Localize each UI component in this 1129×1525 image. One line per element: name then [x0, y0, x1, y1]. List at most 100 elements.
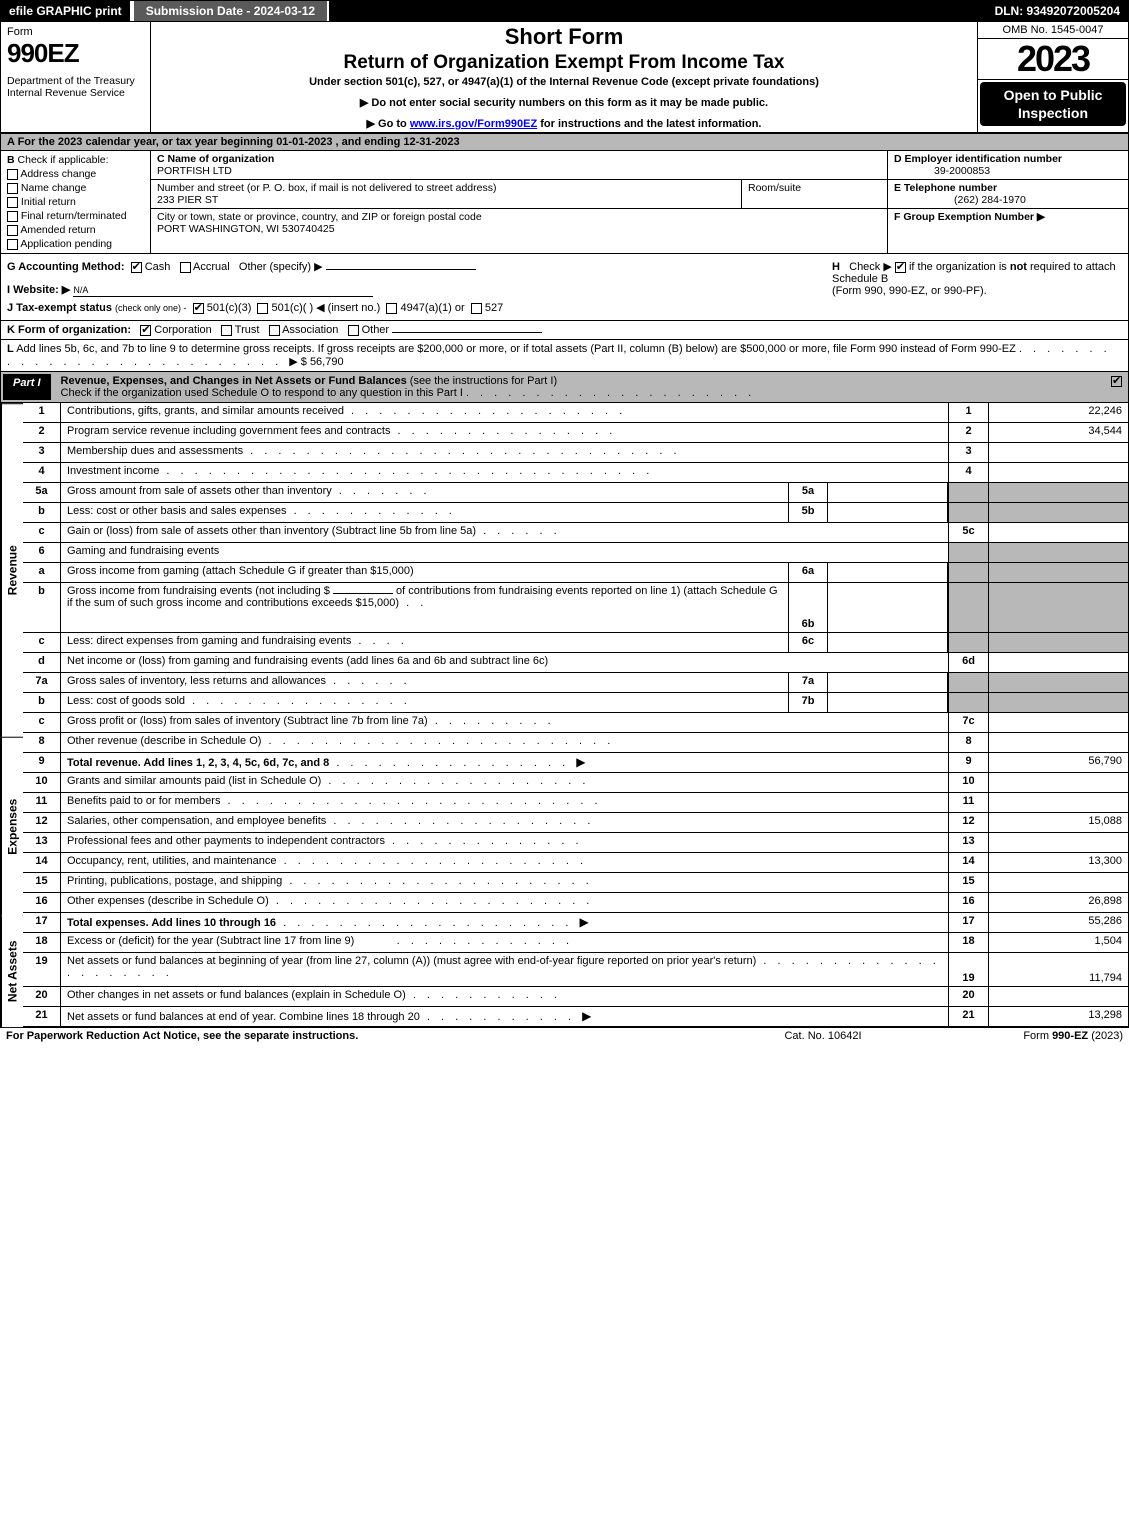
row-18-val: 1,504: [988, 933, 1128, 952]
row-5b-num: b: [23, 503, 61, 522]
chk-name-label: Name change: [21, 182, 86, 194]
chk-amended-return[interactable]: Amended return: [7, 224, 144, 236]
row-7c-val: [988, 713, 1128, 732]
row-3-num: 3: [23, 443, 61, 462]
row-8-desc: Other revenue (describe in Schedule O) .…: [61, 733, 948, 752]
row-10: 10 Grants and similar amounts paid (list…: [23, 773, 1128, 793]
row-1-desc: Contributions, gifts, grants, and simila…: [61, 403, 948, 422]
chk-trust[interactable]: [221, 325, 232, 336]
chk-name-change[interactable]: Name change: [7, 182, 144, 194]
row-16-rnum: 16: [948, 893, 988, 912]
chk-initial-return[interactable]: Initial return: [7, 196, 144, 208]
row-16-desc: Other expenses (describe in Schedule O) …: [61, 893, 948, 912]
row-7a-sn: 7a: [788, 673, 828, 692]
row-6c-sv: [828, 633, 948, 652]
row-6d: d Net income or (loss) from gaming and f…: [23, 653, 1128, 673]
k-other-input[interactable]: [392, 332, 542, 333]
row-21-val: 13,298: [988, 1007, 1128, 1026]
chk-initial-label: Initial return: [21, 196, 76, 208]
line-g: G Accounting Method: Cash Accrual Other …: [7, 260, 822, 273]
irs-link[interactable]: www.irs.gov/Form990EZ: [410, 118, 537, 130]
f-group-row: F Group Exemption Number ▶: [888, 209, 1128, 225]
row-3-desc: Membership dues and assessments . . . . …: [61, 443, 948, 462]
part1-grid: Revenue Expenses Net Assets 1 Contributi…: [0, 403, 1129, 1027]
e-phone-row: E Telephone number (262) 284-1970: [888, 180, 1128, 209]
side-netassets: Net Assets: [1, 916, 23, 1027]
c-city-row: City or town, state or province, country…: [151, 209, 887, 237]
row-5c-val: [988, 523, 1128, 542]
row-4-desc: Investment income . . . . . . . . . . . …: [61, 463, 948, 482]
row-11-rnum: 11: [948, 793, 988, 812]
row-3: 3 Membership dues and assessments . . . …: [23, 443, 1128, 463]
row-2-num: 2: [23, 423, 61, 442]
g-other-input[interactable]: [326, 269, 476, 270]
chk-schedule-b[interactable]: [895, 262, 906, 273]
block-ghij: G Accounting Method: Cash Accrual Other …: [0, 254, 1129, 321]
chk-address-change[interactable]: Address change: [7, 168, 144, 180]
row-5a-val: [988, 483, 1128, 502]
line-i: I Website: ▶ N/A: [7, 283, 822, 297]
row-18-desc: Excess or (deficit) for the year (Subtra…: [61, 933, 948, 952]
g-accrual-label: Accrual: [193, 261, 230, 273]
row-1-rnum: 1: [948, 403, 988, 422]
row-6a-rnum: [948, 563, 988, 582]
tax-year: 2023: [978, 39, 1128, 80]
row-14-num: 14: [23, 853, 61, 872]
line-a: A For the 2023 calendar year, or tax yea…: [0, 134, 1129, 151]
row-5a-sv: [828, 483, 948, 502]
chk-501c3[interactable]: [193, 303, 204, 314]
row-2-val: 34,544: [988, 423, 1128, 442]
j-label: J Tax-exempt status: [7, 302, 112, 314]
row-7a-desc: Gross sales of inventory, less returns a…: [61, 673, 788, 692]
row-4-rnum: 4: [948, 463, 988, 482]
chk-other-org[interactable]: [348, 325, 359, 336]
row-6c-rnum: [948, 633, 988, 652]
chk-app-label: Application pending: [20, 238, 112, 250]
row-5c-desc: Gain or (loss) from sale of assets other…: [61, 523, 948, 542]
row-6d-rnum: 6d: [948, 653, 988, 672]
row-13-val: [988, 833, 1128, 852]
row-20-desc: Other changes in net assets or fund bala…: [61, 987, 948, 1006]
c-name-row: C Name of organization PORTFISH LTD: [151, 151, 887, 180]
row-5a-rnum: [948, 483, 988, 502]
part1-checkbox[interactable]: [1105, 372, 1128, 402]
row-6b-amount-input[interactable]: [333, 593, 393, 594]
chk-corporation[interactable]: [140, 325, 151, 336]
k-label: K Form of organization:: [7, 324, 131, 336]
d-ein-value: 39-2000853: [894, 165, 990, 177]
efile-print-button[interactable]: efile GRAPHIC print: [1, 1, 132, 21]
row-1-num: 1: [23, 403, 61, 422]
side-labels: Revenue Expenses Net Assets: [1, 403, 23, 1027]
chk-501c[interactable]: [257, 303, 268, 314]
chk-accrual[interactable]: [180, 262, 191, 273]
h-txt4: (Form 990, 990-EZ, or 990-PF).: [832, 285, 987, 297]
row-7a-sv: [828, 673, 948, 692]
row-16-val: 26,898: [988, 893, 1128, 912]
row-5c: c Gain or (loss) from sale of assets oth…: [23, 523, 1128, 543]
row-2-rnum: 2: [948, 423, 988, 442]
column-def: D Employer identification number 39-2000…: [888, 151, 1128, 253]
row-18: 18 Excess or (deficit) for the year (Sub…: [23, 933, 1128, 953]
row-6b: b Gross income from fundraising events (…: [23, 583, 1128, 633]
chk-amended-label: Amended return: [20, 224, 95, 236]
street-label: Number and street (or P. O. box, if mail…: [157, 182, 496, 194]
row-1: 1 Contributions, gifts, grants, and simi…: [23, 403, 1128, 423]
dln: DLN: 93492072005204: [987, 1, 1128, 21]
row-6d-val: [988, 653, 1128, 672]
line-h: H Check ▶ if the organization is not req…: [822, 260, 1122, 314]
row-8: 8 Other revenue (describe in Schedule O)…: [23, 733, 1128, 753]
i-label: I Website: ▶: [7, 284, 70, 296]
h-not: not: [1010, 261, 1027, 273]
chk-cash[interactable]: [131, 262, 142, 273]
chk-application-pending[interactable]: Application pending: [7, 238, 144, 250]
chk-final-label: Final return/terminated: [21, 210, 127, 222]
part1-title: Revenue, Expenses, and Changes in Net As…: [53, 372, 1105, 402]
row-17-desc: Total expenses. Add lines 10 through 16 …: [61, 913, 948, 932]
chk-4947[interactable]: [386, 303, 397, 314]
chk-final-return[interactable]: Final return/terminated: [7, 210, 144, 222]
b-label: B: [7, 154, 15, 166]
row-12-val: 15,088: [988, 813, 1128, 832]
row-11-val: [988, 793, 1128, 812]
chk-association[interactable]: [269, 325, 280, 336]
chk-527[interactable]: [471, 303, 482, 314]
